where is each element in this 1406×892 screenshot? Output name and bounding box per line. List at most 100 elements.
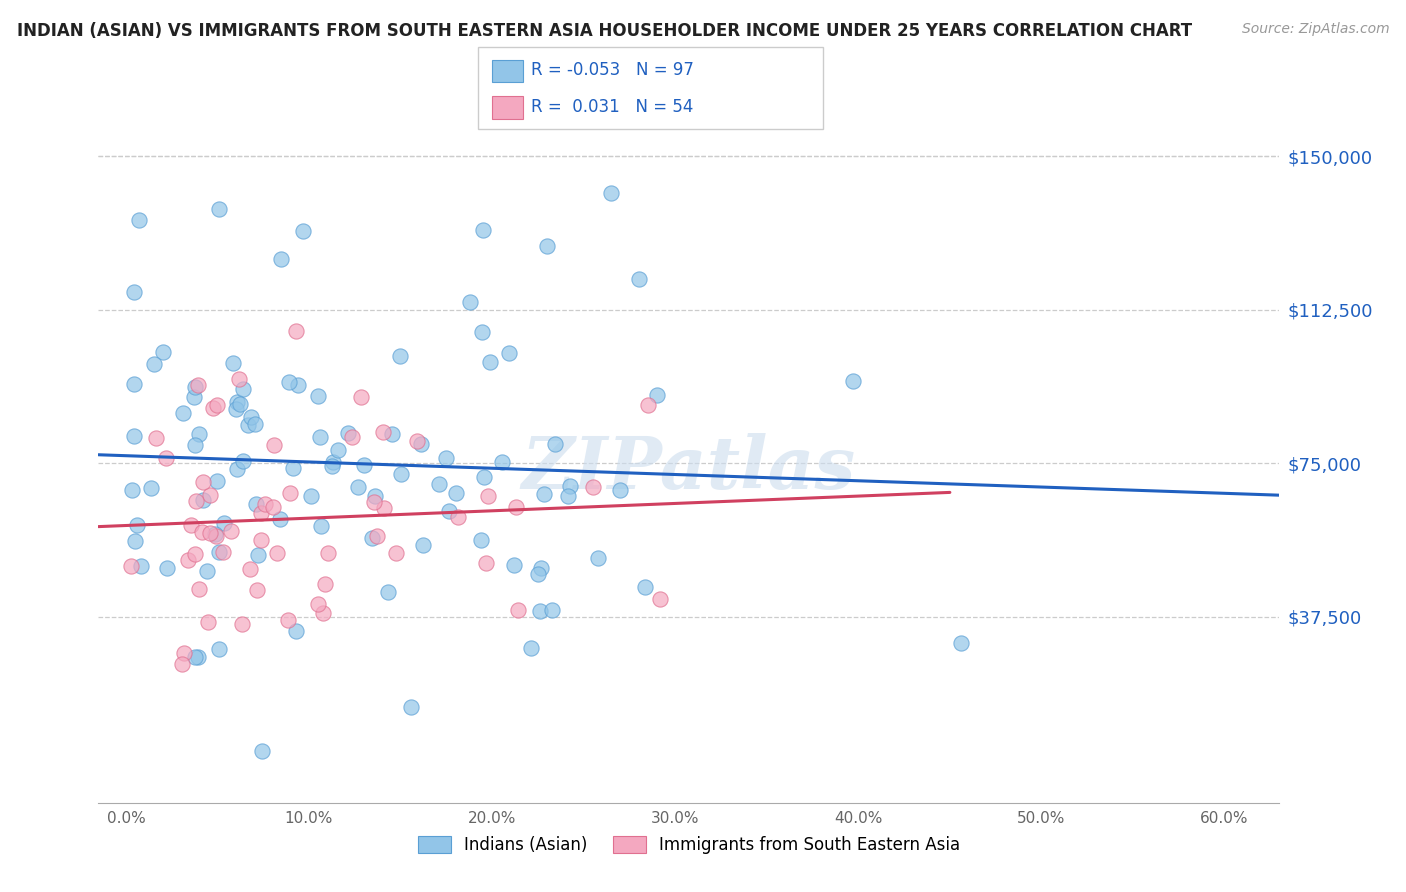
- Text: ZIPatlas: ZIPatlas: [522, 434, 856, 504]
- Point: [124, 534, 146, 549]
- Point: [191, 475, 214, 489]
- Point: [308, 430, 330, 444]
- Point: [377, 585, 399, 599]
- Point: [491, 455, 513, 469]
- Point: [557, 489, 579, 503]
- Point: [240, 410, 263, 425]
- Point: [389, 467, 412, 481]
- Point: [180, 517, 202, 532]
- Point: [363, 495, 385, 509]
- Point: [270, 252, 292, 266]
- Point: [471, 325, 494, 339]
- Point: [353, 458, 375, 472]
- Point: [176, 553, 198, 567]
- Text: Source: ZipAtlas.com: Source: ZipAtlas.com: [1241, 22, 1389, 37]
- Point: [184, 494, 207, 508]
- Point: [205, 398, 228, 412]
- Point: [381, 426, 404, 441]
- Text: INDIAN (ASIAN) VS IMMIGRANTS FROM SOUTH EASTERN ASIA HOUSEHOLDER INCOME UNDER 25: INDIAN (ASIAN) VS IMMIGRANTS FROM SOUTH …: [17, 22, 1192, 40]
- Point: [285, 325, 308, 339]
- Point: [269, 512, 291, 526]
- Point: [530, 561, 553, 575]
- Point: [152, 344, 174, 359]
- Point: [399, 700, 422, 714]
- Point: [364, 489, 387, 503]
- Point: [222, 356, 245, 370]
- Point: [232, 454, 254, 468]
- Y-axis label: Householder Income Under 25 years: Householder Income Under 25 years: [0, 302, 8, 607]
- Point: [249, 533, 271, 547]
- Point: [228, 397, 250, 411]
- Point: [322, 455, 344, 469]
- Point: [389, 349, 412, 363]
- Point: [600, 186, 623, 200]
- Point: [204, 527, 226, 541]
- Point: [127, 517, 149, 532]
- Point: [841, 374, 863, 388]
- Point: [505, 500, 527, 514]
- Point: [637, 398, 659, 412]
- Point: [195, 564, 218, 578]
- Point: [225, 402, 247, 417]
- Point: [586, 550, 609, 565]
- Point: [540, 603, 562, 617]
- Point: [337, 425, 360, 440]
- Point: [198, 488, 221, 502]
- Point: [309, 519, 332, 533]
- Point: [439, 504, 461, 518]
- Point: [278, 485, 301, 500]
- Point: [254, 497, 277, 511]
- Point: [208, 642, 231, 657]
- Point: [411, 436, 433, 450]
- Text: R =  0.031   N = 54: R = 0.031 N = 54: [531, 98, 693, 116]
- Point: [120, 558, 142, 573]
- Point: [366, 529, 388, 543]
- Point: [236, 418, 259, 433]
- Point: [143, 357, 166, 371]
- Point: [475, 556, 498, 570]
- Point: [526, 567, 548, 582]
- Point: [299, 489, 322, 503]
- Point: [544, 437, 567, 451]
- Point: [228, 372, 250, 386]
- Point: [197, 615, 219, 629]
- Point: [360, 532, 382, 546]
- Point: [156, 560, 179, 574]
- Point: [208, 545, 231, 559]
- Point: [326, 443, 349, 458]
- Point: [225, 394, 247, 409]
- Point: [122, 377, 145, 392]
- Point: [205, 474, 228, 488]
- Point: [447, 510, 470, 524]
- Point: [292, 224, 315, 238]
- Point: [609, 483, 631, 497]
- Point: [405, 434, 427, 448]
- Point: [122, 429, 145, 443]
- Point: [266, 546, 288, 560]
- Point: [472, 469, 495, 483]
- Point: [582, 480, 605, 494]
- Point: [173, 646, 195, 660]
- Point: [342, 429, 364, 443]
- Point: [211, 545, 233, 559]
- Point: [191, 525, 214, 540]
- Point: [634, 580, 657, 594]
- Point: [187, 649, 209, 664]
- Point: [129, 558, 152, 573]
- Point: [350, 390, 373, 404]
- Point: [520, 640, 543, 655]
- Point: [183, 391, 205, 405]
- Point: [214, 516, 236, 531]
- Point: [477, 489, 499, 503]
- Point: [155, 451, 177, 466]
- Point: [385, 546, 408, 560]
- Point: [262, 500, 284, 514]
- Point: [232, 382, 254, 396]
- Point: [436, 451, 458, 466]
- Point: [170, 657, 193, 671]
- Point: [307, 597, 329, 611]
- Point: [321, 458, 343, 473]
- Point: [650, 592, 672, 607]
- Point: [346, 480, 368, 494]
- Point: [412, 538, 434, 552]
